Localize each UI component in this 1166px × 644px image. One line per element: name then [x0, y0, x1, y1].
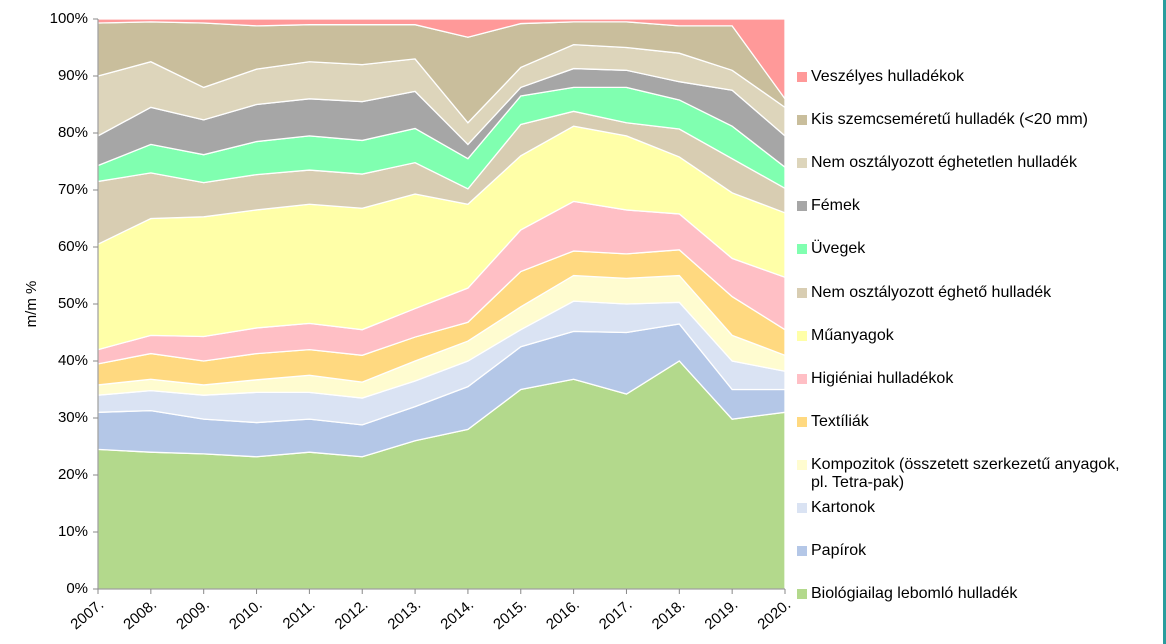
legend-label: Papírok	[811, 542, 867, 560]
y-tick-label: 50%	[58, 295, 88, 312]
legend-label: Műanyagok	[811, 326, 894, 344]
legend-swatch	[797, 416, 807, 427]
x-tick-label: 2008.	[120, 596, 160, 633]
x-tick-label: 2007.	[67, 596, 107, 633]
legend-item: Textíliák	[795, 413, 1125, 431]
legend-label: Üvegek	[811, 240, 866, 258]
legend-swatch	[797, 72, 807, 82]
x-tick-label: 2013.	[385, 596, 425, 633]
legend-item: Kartonok	[795, 499, 1125, 517]
legend-swatch	[797, 287, 807, 298]
legend-item: Papírok	[795, 542, 1125, 560]
y-axis-label: m/m %	[23, 281, 40, 328]
y-tick-label: 10%	[58, 523, 88, 540]
x-tick-label: 2009.	[173, 596, 213, 633]
y-tick-label: 60%	[58, 238, 88, 255]
legend-swatch	[797, 244, 807, 255]
x-tick-label: 2016.	[543, 596, 583, 633]
legend-label: Higiéniai hulladékok	[811, 369, 954, 387]
y-tick-label: 40%	[58, 352, 88, 369]
x-tick-label: 2012.	[332, 596, 372, 633]
legend-label: Kompozitok (összetett szerkezetű anyagok…	[811, 455, 1120, 491]
legend-label: Textíliák	[811, 412, 869, 430]
y-tick-label: 0%	[66, 580, 88, 597]
legend-swatch	[797, 503, 807, 513]
legend-label: Kartonok	[811, 499, 876, 516]
x-tick-label: 2015.	[490, 596, 530, 633]
legend-swatch	[797, 330, 807, 341]
area	[97, 18, 786, 101]
x-tick-label: 2011.	[280, 596, 319, 632]
legend-swatch	[797, 373, 807, 384]
x-tick-label: 2010.	[226, 596, 266, 633]
legend-swatch	[797, 115, 807, 126]
x-tick-label: 2014.	[437, 596, 477, 633]
legend-item: Biológiailag lebomló hulladék	[795, 585, 1125, 603]
y-tick-label: 100%	[50, 10, 88, 27]
legend-item: Kis szemcseméretű hulladék (<20 mm)	[795, 111, 1125, 129]
legend-label: Nem osztályozott éghető hulladék	[811, 283, 1052, 301]
legend-swatch	[797, 158, 807, 169]
legend-swatch	[797, 459, 807, 470]
legend-item: Műanyagok	[795, 327, 1125, 345]
x-tick-label: 2019.	[702, 596, 742, 633]
legend-label: Veszélyes hulladékok	[811, 68, 964, 85]
x-tick-label: 2018.	[649, 596, 689, 633]
legend-item: Üvegek	[795, 240, 1125, 258]
y-tick-label: 90%	[58, 67, 88, 84]
legend-item: Fémek	[795, 197, 1125, 215]
legend-label: Kis szemcseméretű hulladék (<20 mm)	[811, 111, 1088, 129]
legend-item: Veszélyes hulladékok	[795, 68, 1125, 86]
areas	[97, 18, 786, 590]
y-tick-label: 80%	[58, 124, 88, 141]
y-tick-label: 70%	[58, 181, 88, 198]
x-tick-label: 2017.	[596, 596, 636, 633]
legend-swatch	[797, 589, 807, 600]
x-tick-label: 2020.	[754, 596, 794, 633]
legend-label: Biológiailag lebomló hulladék	[811, 585, 1018, 603]
legend-swatch	[797, 201, 807, 212]
legend-label: Fémek	[811, 197, 860, 215]
legend-item: Higiéniai hulladékok	[795, 370, 1125, 388]
legend-label: Nem osztályozott éghetetlen hulladék	[811, 154, 1077, 172]
legend-item: Nem osztályozott éghető hulladék	[795, 284, 1125, 302]
legend-item: Kompozitok (összetett szerkezetű anyagok…	[795, 456, 1125, 492]
y-tick-label: 20%	[58, 466, 88, 483]
legend-item: Nem osztályozott éghetetlen hulladék	[795, 154, 1125, 172]
legend-swatch	[797, 546, 807, 557]
frame-edge	[1163, 0, 1166, 644]
y-tick-label: 30%	[58, 409, 88, 426]
